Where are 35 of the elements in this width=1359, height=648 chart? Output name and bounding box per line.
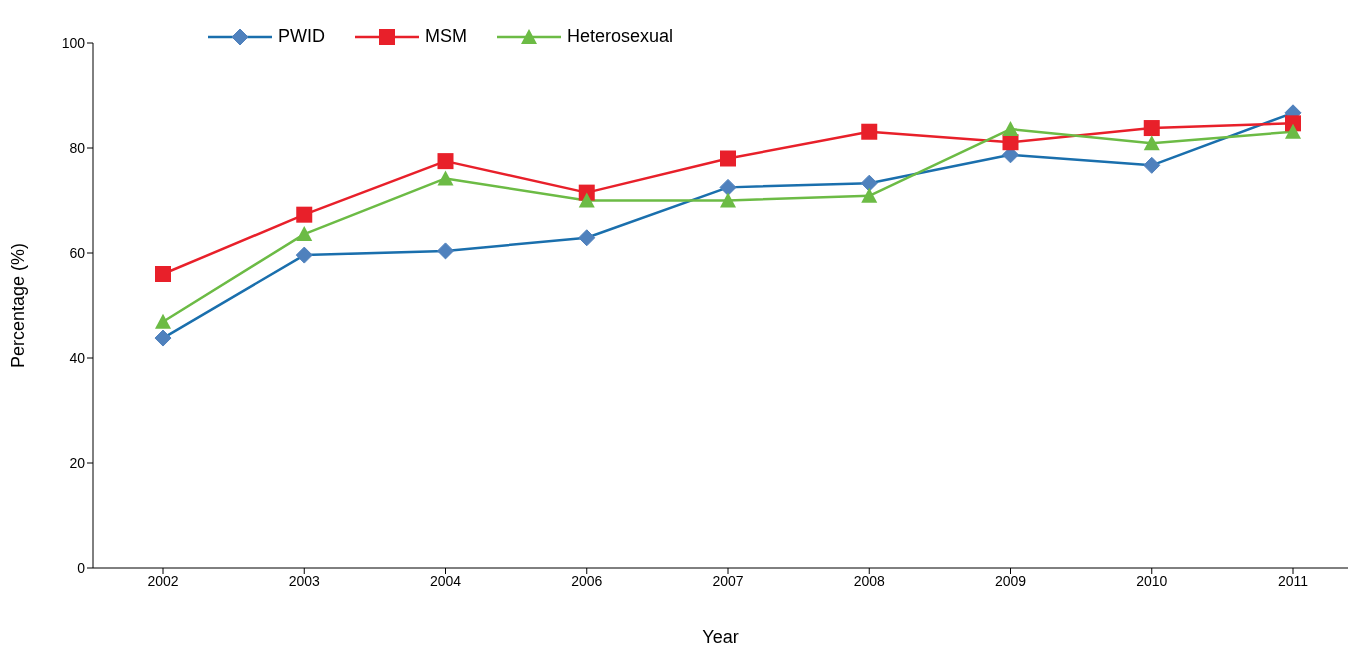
x-tick-label: 2004 (429, 572, 462, 589)
x-tick-label: 2011 (1277, 572, 1309, 589)
x-axis-title: Year (702, 627, 739, 647)
point (861, 187, 878, 203)
y-tick-label: 20 (69, 454, 86, 471)
x-tick-label: 2008 (853, 572, 886, 589)
y-tick-label: 40 (69, 349, 86, 366)
point (296, 206, 313, 223)
point (720, 192, 736, 208)
x-tick-label: 2010 (1136, 572, 1168, 589)
x-tick-label: 2002 (147, 572, 179, 589)
point (1285, 123, 1301, 139)
legend-label: Heterosexual (567, 26, 674, 47)
point (1143, 120, 1160, 137)
point (1002, 121, 1019, 137)
x-tick-label: 2009 (994, 572, 1027, 589)
point (296, 226, 313, 242)
y-tick-label: 0 (77, 559, 86, 576)
y-tick-label: 80 (69, 139, 86, 156)
x-tick-label: 2006 (571, 572, 603, 589)
point (861, 123, 878, 140)
x-tick-label: 2003 (288, 572, 321, 589)
point (437, 153, 454, 170)
y-axis-title: Percentage (%) (8, 242, 29, 369)
point (578, 192, 595, 208)
x-tick-label: 2007 (712, 572, 744, 589)
point (1143, 135, 1160, 151)
y-tick-label: 100 (61, 34, 86, 51)
point (720, 150, 736, 167)
y-tick-label: 60 (69, 244, 86, 261)
point (155, 313, 171, 329)
legend-label: PWID (278, 26, 325, 47)
legend-label: MSM (425, 26, 467, 47)
point (155, 266, 171, 282)
point (437, 170, 454, 186)
